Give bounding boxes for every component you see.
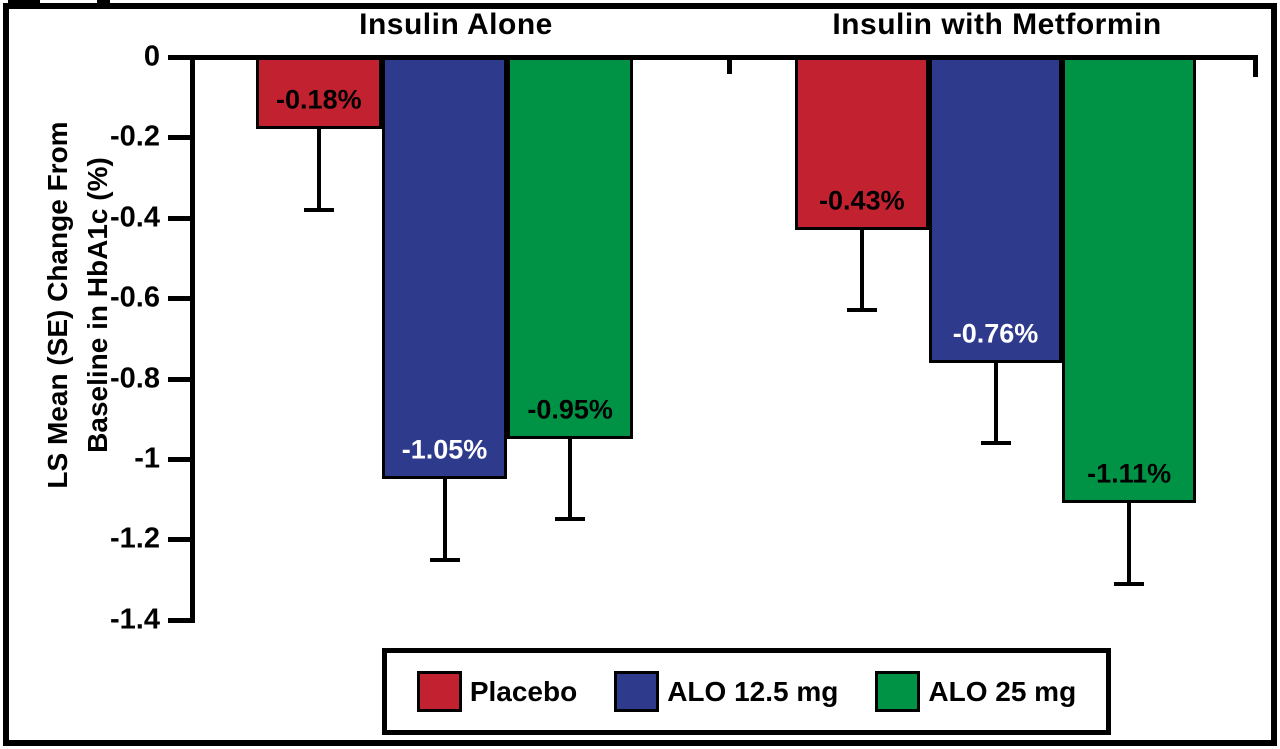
legend-label-placebo: Placebo: [469, 675, 578, 707]
error-cap-alo-25-mg-insulin-alone: [555, 517, 586, 522]
error-cap-placebo-insulin-with-metformin: [846, 308, 877, 313]
error-cap-alo-12-5-mg-insulin-alone: [429, 557, 460, 562]
legend-label-alo-12-5: ALO 12.5 mg: [667, 675, 839, 707]
error-cap-placebo-insulin-alone: [303, 207, 334, 212]
group-title-insulin-alone: Insulin Alone: [359, 8, 553, 41]
group-divider-tick: [727, 58, 732, 74]
cropped-text-artifact: [8, 0, 40, 3]
legend-label-alo-25: ALO 25 mg: [928, 675, 1077, 707]
error-bar-alo-25-mg-insulin-alone: [568, 438, 573, 520]
error-cap-alo-12-5-mg-insulin-with-metformin: [980, 440, 1011, 445]
group-title-insulin-with-metformin: Insulin with Metformin: [832, 8, 1162, 41]
error-bar-alo-12-5-mg-insulin-alone: [442, 479, 447, 560]
legend-item-alo-12-5: ALO 12.5 mg: [614, 671, 838, 712]
alo-12-5-swatch: [614, 671, 660, 712]
legend-item-alo-25: ALO 25 mg: [875, 671, 1076, 712]
bar-value-placebo-insulin-alone: -0.18%: [276, 84, 362, 115]
y-tick: [168, 617, 190, 623]
bar-placebo-insulin-with-metformin: [795, 57, 929, 230]
legend: Placebo ALO 12.5 mg ALO 25 mg: [382, 648, 1111, 735]
bar-alo-12-5-mg-insulin-alone: [381, 57, 508, 480]
y-tick-label: -0.2: [110, 120, 160, 153]
y-tick: [168, 296, 190, 302]
y-tick: [168, 537, 190, 543]
y-tick: [168, 457, 190, 462]
y-tick-label: -0.6: [110, 281, 160, 314]
error-bar-alo-25-mg-insulin-with-metformin: [1127, 503, 1132, 584]
bar-value-placebo-insulin-with-metformin: -0.43%: [819, 185, 905, 216]
alo-25-swatch: [875, 671, 921, 712]
error-bar-alo-12-5-mg-insulin-with-metformin: [993, 362, 998, 443]
y-tick-label: -0.8: [110, 362, 160, 395]
y-tick: [168, 135, 190, 141]
error-bar-placebo-insulin-alone: [316, 129, 321, 210]
bar-value-alo-25-mg-insulin-alone: -0.95%: [527, 394, 613, 425]
placebo-swatch: [416, 671, 462, 712]
bar-value-alo-12-5-mg-insulin-alone: -1.05%: [401, 434, 488, 465]
bar-value-alo-12-5-mg-insulin-with-metformin: -0.76%: [952, 318, 1039, 349]
error-cap-alo-25-mg-insulin-with-metformin: [1114, 581, 1145, 586]
y-axis-line: [190, 55, 195, 623]
y-tick: [168, 55, 190, 60]
bar-alo-12-5-mg-insulin-with-metformin: [928, 57, 1063, 363]
y-tick-label: -1.2: [110, 522, 160, 555]
y-tick-label: 0: [143, 40, 160, 73]
bar-alo-25-mg-insulin-alone: [507, 57, 633, 439]
error-bar-placebo-insulin-with-metformin: [859, 229, 864, 311]
y-tick-label: -0.4: [110, 201, 160, 234]
cropped-text-artifact: [97, 0, 110, 5]
y-tick: [168, 376, 190, 382]
baseline-end-tick: [1253, 58, 1258, 77]
legend-item-placebo: Placebo: [416, 671, 578, 712]
y-tick-label: -1.4: [110, 603, 160, 636]
x-baseline: [190, 55, 1258, 60]
bar-value-alo-25-mg-insulin-with-metformin: -1.11%: [1087, 458, 1172, 489]
bar-alo-25-mg-insulin-with-metformin: [1062, 57, 1196, 504]
y-tick: [168, 215, 190, 221]
y-tick-label: -1: [134, 442, 160, 475]
